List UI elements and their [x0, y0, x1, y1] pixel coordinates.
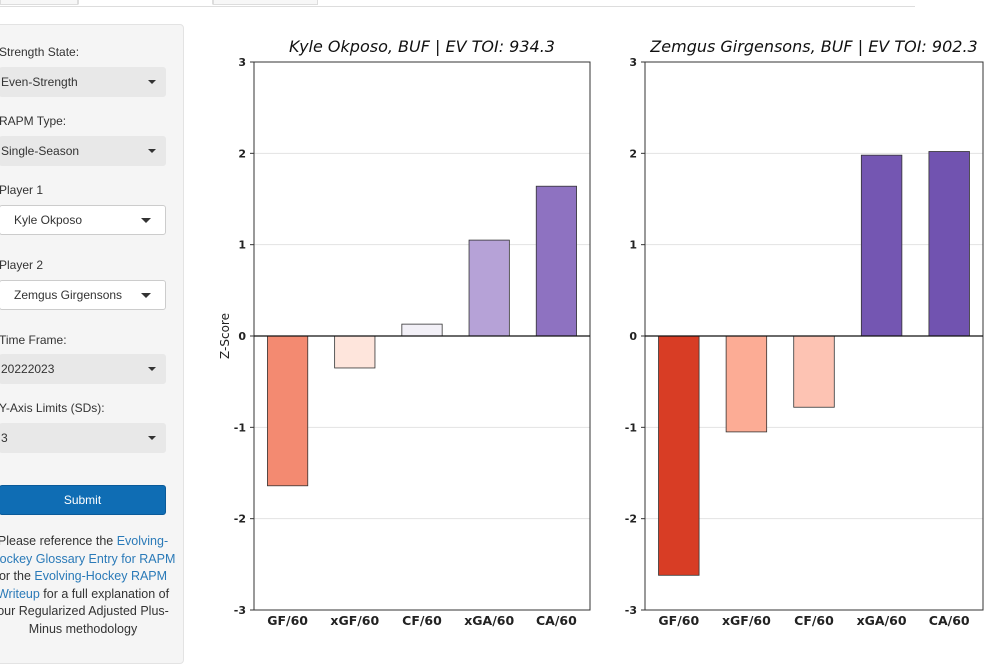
- caret-down-icon: [141, 293, 151, 298]
- caret-down-icon: [148, 80, 156, 84]
- caret-down-icon: [141, 218, 151, 223]
- reference-note: Please reference the Evolving-Hockey Glo…: [0, 533, 177, 638]
- x-tick-label: CF/60: [794, 613, 834, 628]
- submit-button[interactable]: Submit: [0, 485, 166, 515]
- bar-xga-60: [468, 239, 510, 337]
- time-frame-value: 20222023: [1, 362, 55, 376]
- y-tick-label: 2: [238, 147, 246, 160]
- time-frame-select[interactable]: 20222023: [0, 354, 166, 384]
- player1-label: Player 1: [0, 183, 44, 197]
- caret-down-icon: [148, 367, 156, 371]
- caret-down-icon: [148, 436, 156, 440]
- y-tick-label: -3: [625, 604, 637, 617]
- bar-ca-60: [928, 151, 970, 337]
- bar-gf-60: [267, 335, 309, 487]
- strength-state-label: Strength State:: [0, 45, 80, 59]
- y-tick-label: -1: [234, 421, 246, 434]
- y-tick-label: 1: [629, 239, 637, 252]
- glossary-link[interactable]: Evolving-Hockey Glossary Entry for RAPM: [0, 534, 176, 566]
- y-tick-label: 0: [238, 330, 246, 343]
- y-tick-label: 0: [629, 330, 637, 343]
- rapm-type-label: RAPM Type:: [0, 114, 67, 128]
- tab-bar: [0, 0, 915, 7]
- strength-state-select[interactable]: Even-Strength: [0, 67, 166, 97]
- bar-xgf-60: [725, 335, 768, 433]
- bar-cf-60: [401, 323, 443, 337]
- y-axis-limits-value: 3: [1, 431, 8, 445]
- time-frame-label: Time Frame:: [0, 333, 67, 347]
- player2-select[interactable]: Zemgus Girgensons: [0, 280, 166, 310]
- x-tick-label: xGF/60: [330, 613, 379, 628]
- x-tick-label: GF/60: [267, 613, 308, 628]
- tab-1[interactable]: [0, 0, 78, 5]
- bar-ca-60: [535, 185, 577, 337]
- y-tick-label: 1: [238, 239, 246, 252]
- y-tick-label: -2: [234, 513, 246, 526]
- chart-title: Zemgus Girgensons, BUF | EV TOI: 902.3: [649, 37, 977, 56]
- player2-value: Zemgus Girgensons: [14, 288, 123, 302]
- y-tick-label: -3: [234, 604, 246, 617]
- note-text-1: Please reference the: [0, 534, 117, 548]
- y-tick-label: 2: [629, 147, 637, 160]
- x-tick-label: CA/60: [929, 613, 970, 628]
- y-axis-limits-label: Y-Axis Limits (SDs):: [0, 401, 105, 415]
- x-tick-label: xGF/60: [722, 613, 771, 628]
- player2-label: Player 2: [0, 258, 44, 272]
- plot-frame: [644, 61, 984, 611]
- bar-cf-60: [793, 335, 835, 408]
- sidebar-panel: Strength State: Even-Strength RAPM Type:…: [0, 24, 184, 664]
- rapm-type-select[interactable]: Single-Season: [0, 136, 166, 166]
- player1-select[interactable]: Kyle Okposo: [0, 205, 166, 235]
- plot-frame: [253, 61, 591, 611]
- rapm-writeup-link[interactable]: Evolving-Hockey RAPM Writeup: [0, 569, 168, 601]
- x-tick-label: CF/60: [402, 613, 442, 628]
- y-axis-limits-select[interactable]: 3: [0, 423, 166, 453]
- player1-value: Kyle Okposo: [14, 213, 83, 227]
- chart-title: Kyle Okposo, BUF | EV TOI: 934.3: [289, 37, 555, 56]
- y-axis-label: Z-Score: [218, 313, 232, 359]
- tab-2-active[interactable]: [78, 0, 213, 5]
- bar-xga-60: [860, 154, 903, 337]
- tab-3[interactable]: [213, 0, 318, 5]
- y-tick-label: 3: [629, 56, 637, 69]
- x-tick-label: xGA/60: [857, 613, 907, 628]
- note-text-2: or the: [0, 569, 35, 583]
- note-text-3: for a full explanation of our Regularize…: [0, 586, 170, 636]
- bar-gf-60: [658, 335, 700, 576]
- caret-down-icon: [148, 149, 156, 153]
- rapm-type-value: Single-Season: [1, 144, 80, 158]
- x-tick-label: xGA/60: [464, 613, 514, 628]
- y-tick-label: -1: [625, 421, 637, 434]
- y-tick-label: 3: [238, 56, 246, 69]
- x-tick-label: CA/60: [536, 613, 577, 628]
- strength-state-value: Even-Strength: [1, 75, 78, 89]
- bar-xgf-60: [334, 335, 376, 369]
- x-tick-label: GF/60: [658, 613, 699, 628]
- y-tick-label: -2: [625, 513, 637, 526]
